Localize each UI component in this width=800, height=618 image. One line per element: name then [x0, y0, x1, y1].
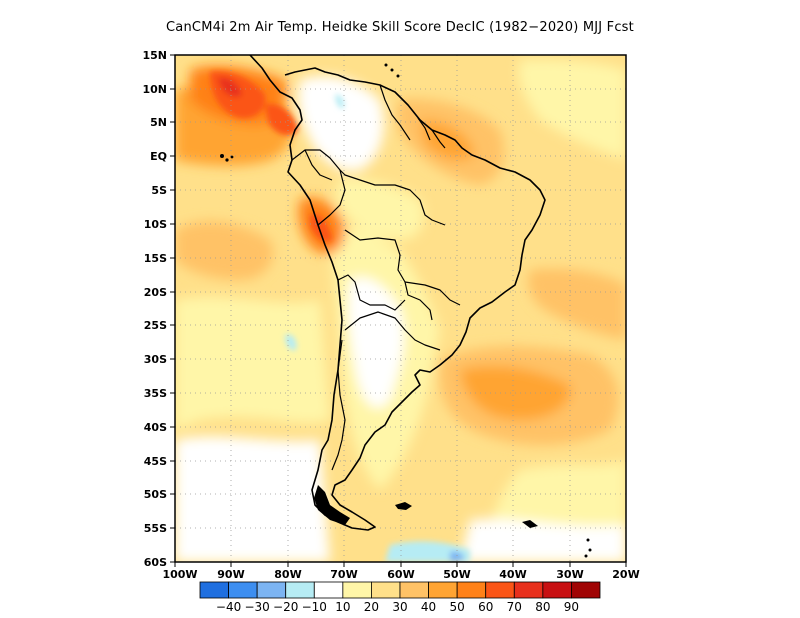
lat-label-45s: 45S	[144, 455, 167, 468]
lon-label-40w: 40W	[499, 568, 526, 581]
country-borders	[291, 84, 461, 471]
colorbar-swatch	[285, 581, 315, 599]
colorbar-swatch	[428, 581, 458, 599]
colorbar-swatch	[485, 581, 515, 599]
colorbar-tick-label: 10	[335, 600, 350, 614]
lat-label-30s: 30S	[144, 353, 167, 366]
colorbar-tick-label: 40	[421, 600, 436, 614]
colorbar-swatch	[571, 581, 601, 599]
coastlines	[249, 55, 546, 531]
lat-label-10n: 10N	[142, 83, 167, 96]
lat-label-20s: 20S	[144, 286, 167, 299]
islands	[220, 63, 592, 558]
lat-label-50s: 50S	[144, 488, 167, 501]
colorbar-swatch	[199, 581, 229, 599]
lon-label-30w: 30W	[556, 568, 583, 581]
lat-label-10s: 10S	[144, 218, 167, 231]
colorbar-tick-label: 70	[507, 600, 522, 614]
latitude-labels: 15N 10N 5N EQ 5S 10S 15S 20S 25S 30S 35S…	[142, 49, 167, 569]
lon-label-80w: 80W	[274, 568, 301, 581]
colorbar-swatch	[371, 581, 401, 599]
lat-label-60s: 60S	[144, 556, 167, 569]
lat-label-15s: 15S	[144, 252, 167, 265]
colorbar-swatch	[256, 581, 287, 599]
colorbar-tick-label: 60	[478, 600, 493, 614]
colorbar: −40 −30 −20 −10 10 20 30 40 50 60 70 80 90	[199, 581, 601, 614]
colorbar-tick-label: −30	[244, 600, 269, 614]
axis-ticks	[170, 54, 627, 567]
colorbar-tick-label: −40	[216, 600, 241, 614]
lat-label-25s: 25S	[144, 319, 167, 332]
lat-label-35s: 35S	[144, 387, 167, 400]
colorbar-swatch	[399, 581, 429, 599]
skill-field	[175, 55, 626, 562]
map-gridlines	[175, 55, 626, 562]
lon-label-100w: 100W	[162, 568, 197, 581]
colorbar-tick-label: 90	[564, 600, 579, 614]
lon-label-60w: 60W	[387, 568, 414, 581]
colorbar-tick-label: 80	[535, 600, 550, 614]
lat-label-15n: 15N	[142, 49, 167, 62]
colorbar-tick-label: 50	[450, 600, 465, 614]
map-title: CanCM4i 2m Air Temp. Heidke Skill Score …	[166, 20, 634, 35]
lon-label-20w: 20W	[612, 568, 639, 581]
colorbar-swatch	[542, 581, 572, 599]
colorbar-tick-label: −10	[302, 600, 327, 614]
lon-label-90w: 90W	[217, 568, 244, 581]
lat-label-5s: 5S	[151, 184, 167, 197]
colorbar-swatch	[513, 581, 544, 599]
lon-label-50w: 50W	[443, 568, 470, 581]
longitude-labels: 100W 90W 80W 70W 60W 50W 40W 30W 20W	[162, 568, 639, 581]
colorbar-tick-label: 20	[364, 600, 379, 614]
lat-label-5n: 5N	[150, 116, 167, 129]
lat-label-eq: EQ	[150, 150, 167, 163]
lat-label-55s: 55S	[144, 522, 167, 535]
lon-label-70w: 70W	[330, 568, 357, 581]
colorbar-tick-label: 30	[392, 600, 407, 614]
colorbar-swatch	[228, 581, 258, 599]
colorbar-swatch	[342, 581, 372, 599]
colorbar-tick-label: −20	[273, 600, 298, 614]
lat-label-40s: 40S	[144, 421, 167, 434]
colorbar-swatch	[313, 581, 344, 599]
colorbar-swatch	[456, 581, 487, 599]
